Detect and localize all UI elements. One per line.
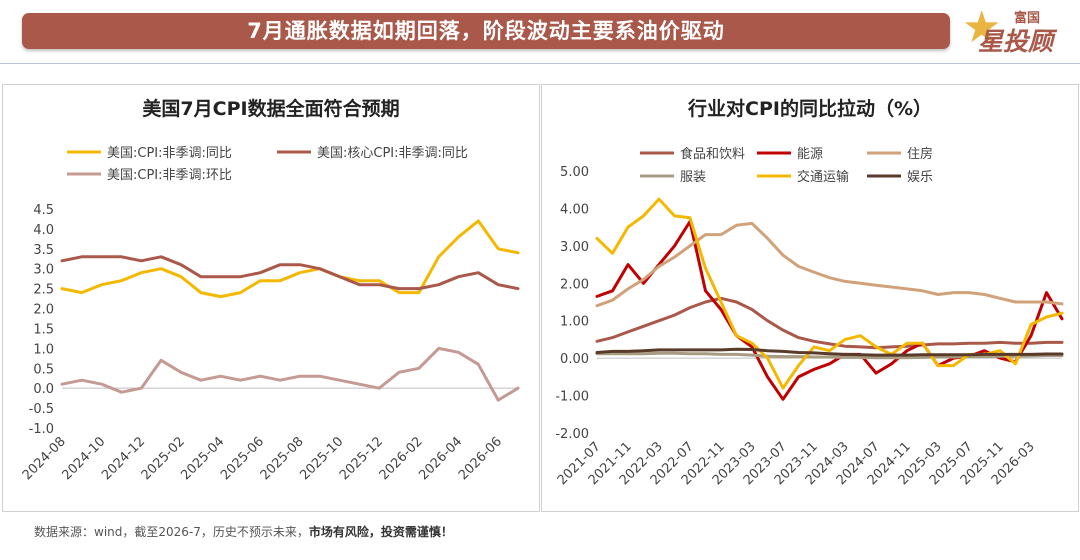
y-tick-label: 2.0 [33, 303, 54, 318]
legend-label: 住房 [907, 146, 933, 162]
legend-label: 美国:核心CPI:非季调:同比 [317, 146, 468, 161]
title-banner: 7月通胀数据如期回落，阶段波动主要系油价驱动 [22, 13, 950, 49]
legend-label: 美国:CPI:非季调:环比 [107, 168, 232, 183]
y-tick-label: -2.00 [555, 427, 589, 442]
y-tick-label: 5.00 [560, 165, 589, 180]
series-line [595, 197, 1064, 390]
logo-line2: 星投顾 [978, 27, 1054, 56]
series-line [60, 255, 520, 291]
y-tick-label: 4.0 [33, 223, 54, 238]
header-divider [0, 63, 1080, 64]
star-icon: ★ [962, 2, 1002, 53]
legend-label: 交通运输 [797, 169, 849, 185]
y-tick-label: 3.5 [33, 243, 54, 258]
y-tick-label: -1.0 [29, 422, 54, 437]
series-line [595, 221, 1064, 308]
y-tick-label: 2.00 [560, 277, 589, 292]
legend-label: 服装 [680, 170, 706, 185]
y-tick-label: -1.00 [555, 390, 589, 405]
sector-contribution-chart-panel: 行业对CPI的同比拉动（%） 食品和饮料 能源 住房服装 交通运输 娱乐 5.00 4.00 3… [541, 84, 1079, 512]
series-line [60, 219, 520, 299]
chart-title: 美国7月CPI数据全面符合预期 [142, 97, 399, 120]
legend-label: 娱乐 [907, 170, 933, 185]
y-tick-label: 0.5 [33, 362, 54, 377]
y-tick-label: 1.0 [33, 342, 54, 357]
x-tick-label: 2026-06 [456, 434, 505, 483]
y-tick-label: 3.00 [560, 240, 589, 255]
legend-label: 食品和饮料 [680, 146, 745, 162]
y-tick-label: 1.5 [33, 322, 54, 337]
y-tick-label: 4.5 [33, 203, 54, 218]
series-line [595, 296, 1064, 350]
y-tick-label: 2.5 [33, 283, 54, 298]
y-tick-label: -0.5 [29, 402, 54, 417]
series-line [595, 347, 1064, 357]
logo-line1: 富国 [1014, 11, 1041, 26]
series-line [595, 351, 1064, 360]
y-tick-label: 0.0 [33, 382, 54, 397]
footer-source: 数据来源：wind，截至2026-7，历史不预示未来， [34, 525, 309, 539]
y-tick-label: 0.00 [560, 352, 589, 367]
chart-title: 行业对CPI的同比拉动（%） [687, 97, 932, 120]
legend-label: 能源 [797, 147, 823, 162]
cpi-chart-panel: 美国7月CPI数据全面符合预期美国:CPI:非季调:同比 美国:核心CPI:非季调… [2, 84, 540, 512]
series-line [60, 346, 520, 402]
page-title: 7月通胀数据如期回落，阶段波动主要系油价驱动 [247, 19, 725, 43]
footer-note: 数据来源：wind，截至2026-7，历史不预示未来，市场有风险，投资需谨慎！ [34, 523, 453, 540]
brand-logo: ★ 富国 星投顾 [960, 2, 1070, 57]
y-tick-label: 1.00 [560, 315, 589, 330]
y-tick-label: 4.00 [560, 202, 589, 217]
series-line [595, 220, 1064, 401]
y-tick-label: 3.0 [33, 263, 54, 278]
footer-risk-warning: 市场有风险，投资需谨慎！ [308, 525, 453, 539]
legend-label: 美国:CPI:非季调:同比 [107, 146, 232, 161]
